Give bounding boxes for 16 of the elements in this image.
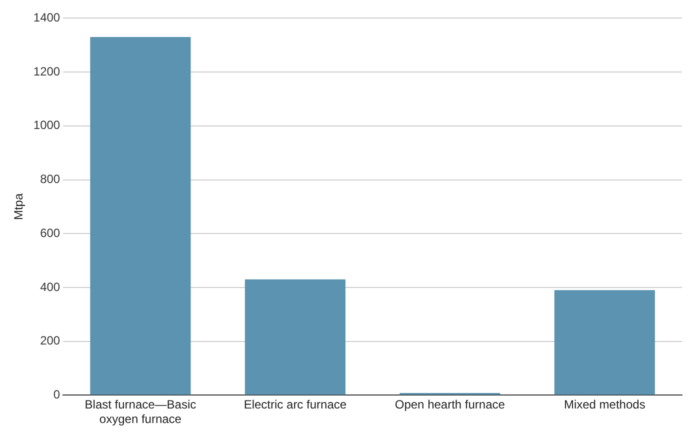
y-tick-label: 0 (53, 388, 60, 402)
y-tick-label: 400 (40, 280, 60, 294)
y-tick-label: 1200 (33, 64, 60, 78)
y-tick-label: 1000 (33, 118, 60, 132)
y-tick-label: 600 (40, 226, 60, 240)
y-axis-title: Mtpa (12, 193, 26, 220)
bar (554, 290, 655, 395)
bar (244, 279, 346, 395)
y-tick-label: 800 (40, 172, 60, 186)
x-tick-label: Electric arc furnace (244, 398, 347, 412)
x-tick-label: Open hearth furnace (394, 398, 506, 412)
x-tick-label: Mixed methods (564, 398, 646, 412)
y-tick-label: 1400 (33, 10, 60, 25)
bar (90, 37, 191, 395)
x-tick-label: Blast furnace—Basic oxygen furnace (84, 398, 196, 426)
y-tick-label: 200 (40, 334, 60, 348)
